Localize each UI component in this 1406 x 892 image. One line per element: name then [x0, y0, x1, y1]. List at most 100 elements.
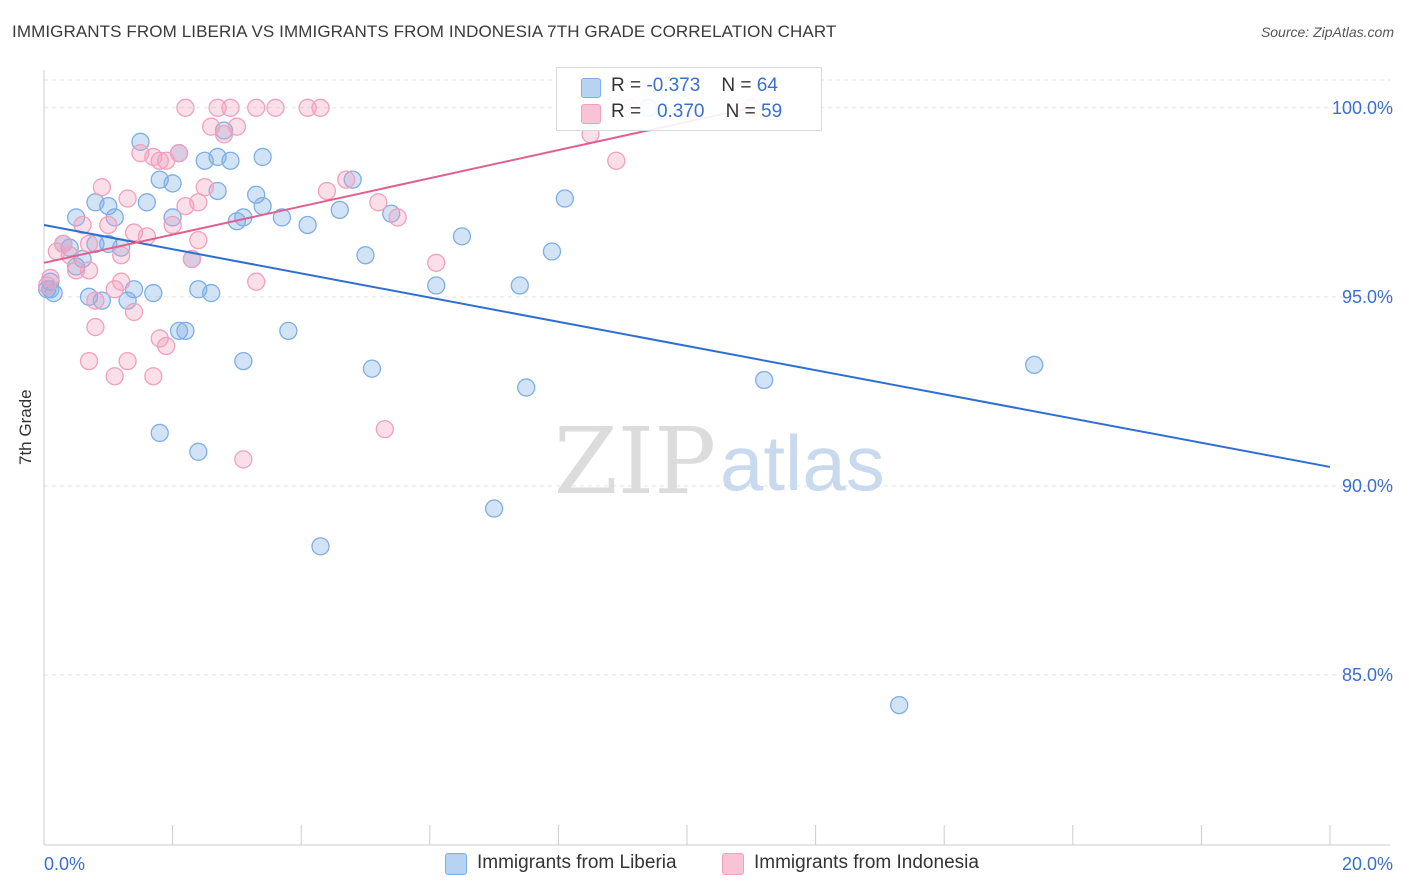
liberia-point: [247, 185, 266, 204]
liberia-point: [253, 147, 272, 167]
indonesia-point: [150, 151, 169, 170]
indonesia-point: [118, 189, 137, 208]
indonesia-point: [105, 280, 124, 299]
liberia-point: [517, 378, 536, 397]
liberia-point: [189, 442, 208, 461]
legend-swatch-liberia: [581, 78, 601, 98]
n-label: N =: [725, 101, 756, 122]
liberia-point: [99, 196, 118, 216]
indonesia-point: [124, 302, 144, 322]
indonesia-point: [79, 234, 99, 254]
liberia-point: [67, 208, 86, 227]
watermark-zip: ZIP: [554, 408, 716, 515]
indonesia-point: [189, 193, 208, 212]
r-value-indonesia: 0.370: [656, 101, 705, 122]
chart-title: IMMIGRANTS FROM LIBERIA VS IMMIGRANTS FR…: [12, 22, 837, 41]
liberia-point: [169, 321, 189, 341]
indonesia-point: [234, 450, 253, 469]
r-label: R =: [611, 75, 642, 96]
indonesia-point: [607, 151, 626, 170]
liberia-point: [105, 208, 124, 227]
liberia-point: [356, 246, 375, 265]
liberia-point: [311, 537, 330, 556]
liberia-point: [330, 200, 349, 220]
indonesia-point: [221, 98, 240, 117]
bottom-legend-swatch-liberia: [445, 853, 467, 875]
indonesia-point: [38, 276, 57, 295]
liberia-point: [510, 276, 529, 295]
liberia-point: [176, 321, 195, 341]
indonesia-point: [317, 181, 337, 201]
liberia-point: [279, 321, 298, 341]
indonesia-point: [337, 170, 356, 189]
indonesia-point: [176, 98, 195, 117]
indonesia-point: [86, 291, 105, 310]
y-axis-label: 7th Grade: [16, 389, 35, 465]
legend-text-indonesia: R = 0.370 N = 59: [611, 101, 782, 123]
liberia-point: [343, 170, 362, 189]
liberia-trend-line: [43, 224, 1331, 468]
liberia-point: [137, 193, 157, 212]
chart-source: Source: ZipAtlas.com: [1260, 24, 1394, 40]
indonesia-point: [311, 98, 330, 117]
liberia-point: [362, 359, 382, 378]
indonesia-point: [79, 261, 99, 280]
indonesia-point: [92, 178, 112, 197]
r-value-liberia: -0.373: [646, 75, 701, 96]
indonesia-point: [86, 317, 105, 337]
indonesia-point: [112, 246, 131, 265]
indonesia-point: [157, 336, 176, 356]
indonesia-point: [247, 98, 266, 117]
liberia-point: [484, 499, 504, 518]
bottom-legend-label-liberia: Immigrants from Liberia: [477, 852, 677, 873]
liberia-point: [298, 215, 317, 235]
liberia-point: [542, 242, 562, 261]
n-label: N =: [721, 75, 752, 96]
liberia-point: [253, 196, 272, 216]
stats-legend: R = -0.373 N = 64 R = 0.370 N = 59: [556, 67, 822, 131]
liberia-point: [755, 370, 774, 390]
indonesia-point: [118, 351, 137, 371]
bottom-legend-label-indonesia: Immigrants from Indonesia: [754, 852, 979, 873]
liberia-point: [234, 351, 253, 371]
y-tick-label: 90.0%: [1342, 476, 1393, 496]
liberia-point: [1025, 355, 1044, 375]
axes: [43, 70, 1390, 846]
indonesia-point: [182, 249, 202, 269]
indonesia-point: [54, 234, 73, 254]
indonesia-point: [375, 419, 394, 439]
liberia-point: [163, 208, 182, 227]
indonesia-point: [112, 272, 131, 291]
indonesia-point: [195, 178, 214, 197]
liberia-point: [221, 151, 240, 170]
n-value-liberia: 64: [756, 75, 778, 96]
indonesia-point: [247, 272, 266, 291]
n-value-indonesia: 59: [761, 101, 783, 122]
liberia-point: [150, 423, 169, 443]
liberia-point: [92, 291, 112, 310]
indonesia-point: [150, 329, 169, 348]
indonesia-point: [227, 117, 247, 136]
liberia-point: [163, 174, 182, 193]
liberia-point: [890, 695, 909, 715]
indonesia-point: [208, 98, 227, 117]
y-tick-label: 100.0%: [1332, 98, 1393, 118]
indonesia-point: [105, 367, 124, 386]
grid-lines: [44, 79, 1390, 676]
liberia-point: [555, 189, 574, 208]
watermark-atlas: atlas: [720, 419, 885, 507]
r-label: R =: [611, 101, 642, 122]
liberia-point: [427, 276, 446, 295]
indonesia-point: [298, 98, 317, 117]
indonesia-point: [67, 261, 86, 280]
indonesia-point: [369, 193, 388, 212]
scatter-points: [38, 98, 1044, 715]
indonesia-point: [189, 230, 208, 250]
indonesia-point: [144, 367, 163, 386]
liberia-point: [144, 283, 163, 303]
x-tick-label-max: 20.0%: [1342, 854, 1393, 874]
liberia-point: [272, 208, 292, 227]
y-tick-label: 85.0%: [1342, 665, 1393, 685]
y-tick-label: 95.0%: [1342, 287, 1393, 307]
